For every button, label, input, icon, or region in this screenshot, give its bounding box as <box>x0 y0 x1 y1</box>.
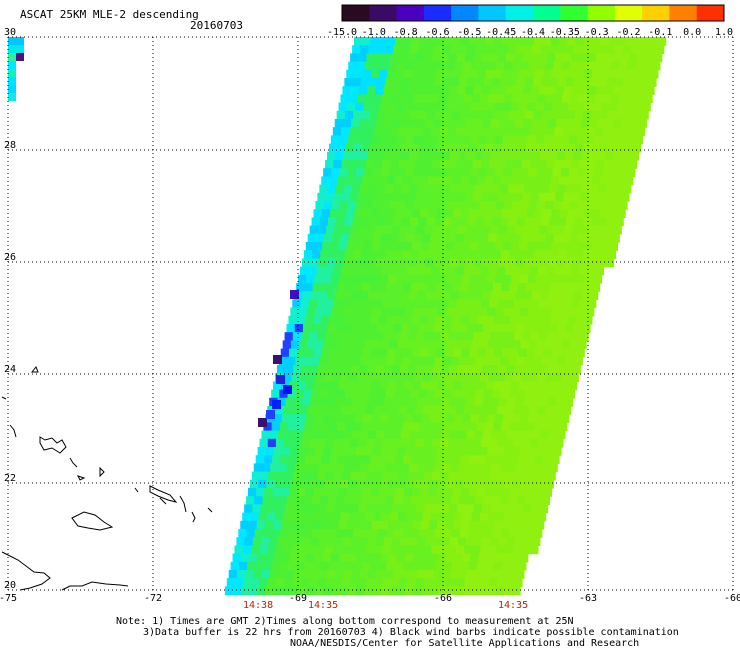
colorbar-swatch <box>369 5 398 21</box>
colorbar-label: -1.0 <box>362 27 386 38</box>
colorbar-swatch <box>696 5 725 21</box>
colorbar-swatch <box>669 5 698 21</box>
colorbar-swatch <box>642 5 670 21</box>
lon-label: -75 <box>0 593 17 604</box>
colorbar-label: -0.3 <box>585 27 609 38</box>
pass-time-1: 14:38 <box>243 600 274 611</box>
colorbar-label: -0.2 <box>616 27 640 38</box>
lat-label: 26 <box>4 252 16 263</box>
lon-label: -72 <box>144 593 162 604</box>
colorbar-swatch <box>396 5 425 21</box>
colorbar-label: -0.35 <box>550 27 580 38</box>
pass-time-2: 14:35 <box>308 600 339 611</box>
data-swath <box>224 37 667 596</box>
lat-lon-grid <box>7 36 734 591</box>
colorbar-swatch <box>451 5 479 21</box>
colorbar <box>341 4 725 22</box>
data-strip-topleft <box>8 37 24 101</box>
lon-label: -60 <box>724 593 740 604</box>
colorbar-swatch <box>533 5 561 21</box>
colorbar-label: 1.0 <box>715 27 733 38</box>
colorbar-swatch <box>423 5 452 21</box>
lat-label: 30 <box>4 27 16 38</box>
chart-date: 20160703 <box>190 19 243 32</box>
colorbar-label: -0.6 <box>425 27 449 38</box>
pass-time-3: 14:35 <box>498 600 529 611</box>
lon-label: -63 <box>579 593 597 604</box>
colorbar-swatch <box>505 5 534 21</box>
colorbar-swatch <box>614 5 643 21</box>
lon-label: -69 <box>289 593 307 604</box>
colorbar-swatch <box>587 5 616 21</box>
colorbar-label: 0.0 <box>683 27 701 38</box>
lat-label: 24 <box>4 364 16 375</box>
lat-label: 20 <box>4 580 16 591</box>
lon-label: -66 <box>434 593 452 604</box>
colorbar-swatch <box>560 5 589 21</box>
colorbar-swatch <box>478 5 507 21</box>
lat-label: 22 <box>4 473 16 484</box>
note-line-2: 3)Data buffer is 22 hrs from 20160703 4)… <box>143 627 679 638</box>
note-line-1: Note: 1) Times are GMT 2)Times along bot… <box>116 616 574 627</box>
colorbar-label: -0.4 <box>521 27 545 38</box>
colorbar-label: -15.0 <box>327 27 357 38</box>
colorbar-label: -0.1 <box>648 27 672 38</box>
colorbar-label: -0.45 <box>486 27 516 38</box>
colorbar-label: -0.8 <box>394 27 418 38</box>
colorbar-labels: -15.0 -1.0 -0.8 -0.6 -0.5 -0.45 -0.4 -0.35 -0.3-… <box>327 27 733 38</box>
colorbar-label: -0.5 <box>457 27 481 38</box>
colorbar-swatch <box>342 5 370 21</box>
lat-label: 28 <box>4 140 16 151</box>
note-line-3: NOAA/NESDIS/Center for Satellite Applica… <box>290 638 640 649</box>
chart-title: ASCAT 25KM MLE-2 descending <box>20 8 199 21</box>
coastline-islands <box>1 366 213 591</box>
